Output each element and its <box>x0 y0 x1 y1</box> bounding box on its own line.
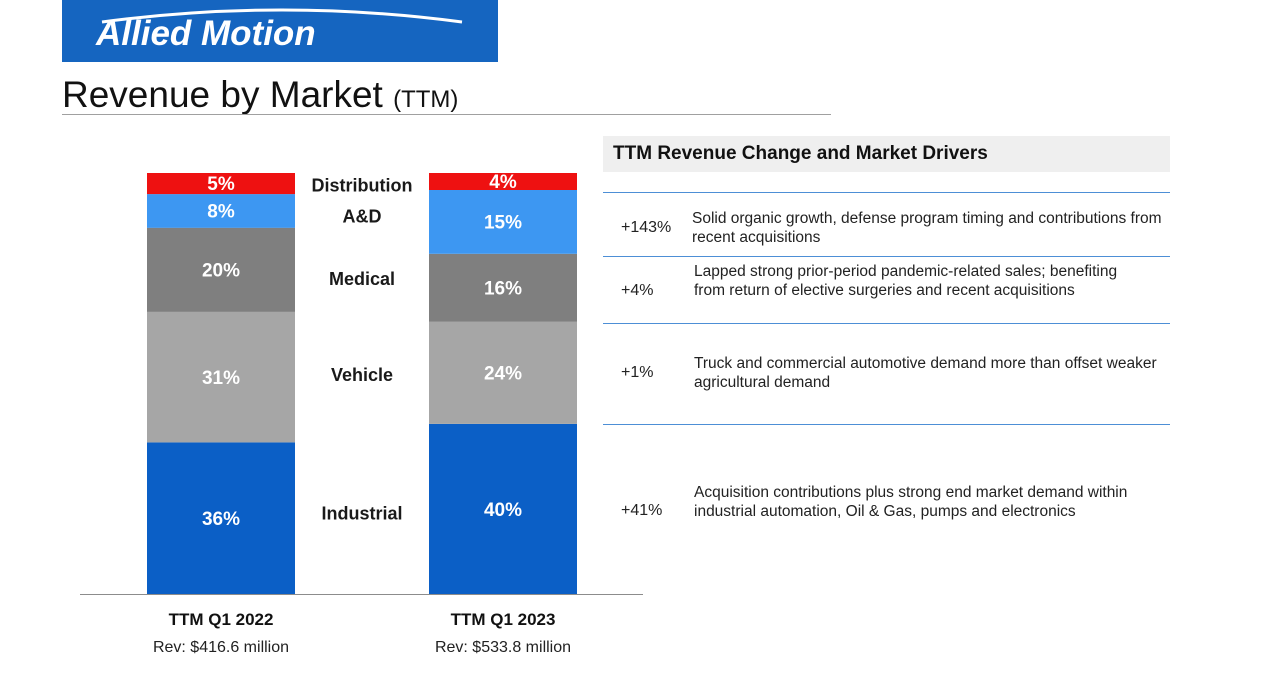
bar-segment-vehicle-2 <box>429 321 577 424</box>
data-label-vehicle-2: 24% <box>484 364 522 385</box>
bar-segment-a-d-2 <box>429 190 577 254</box>
data-label-a-d-2: 15% <box>484 213 522 234</box>
page-title-suffix: (TTM) <box>393 86 459 113</box>
page-title: Revenue by Market (TTM) <box>62 74 458 116</box>
category-revenue-1: Rev: $416.6 million <box>153 639 289 656</box>
bar-segment-medical-1 <box>147 227 295 312</box>
row-divider <box>603 323 1170 324</box>
legend-label-a-d: A&D <box>343 206 382 226</box>
legend-label-vehicle: Vehicle <box>331 365 393 385</box>
bar-segment-distribution-1 <box>147 173 295 195</box>
drivers-panel-header: TTM Revenue Change and Market Drivers <box>603 136 1170 172</box>
page-title-main: Revenue by Market <box>62 74 383 115</box>
change-value-ad: +143% <box>621 219 672 236</box>
logo-swoosh-icon <box>101 8 463 24</box>
bar-segment-industrial-2 <box>429 423 577 594</box>
driver-text-ad: Solid organic growth, defense program ti… <box>692 210 1162 246</box>
bar-segment-vehicle-1 <box>147 311 295 443</box>
drivers-panel-title: TTM Revenue Change and Market Drivers <box>613 143 988 164</box>
title-divider <box>62 114 831 115</box>
bar-segment-industrial-1 <box>147 442 295 594</box>
legend-label-medical: Medical <box>329 269 395 289</box>
driver-text-vehicle: Truck and commercial automotive demand m… <box>694 355 1157 391</box>
company-logo: Allied Motion <box>96 14 316 53</box>
driver-text-medical: Lapped strong prior-period pandemic-rela… <box>694 263 1118 299</box>
change-value-industrial: +41% <box>621 502 663 519</box>
data-label-vehicle-1: 31% <box>202 368 240 389</box>
bar-segment-a-d-1 <box>147 194 295 228</box>
data-label-medical-1: 20% <box>202 261 240 282</box>
data-label-distribution-1: 5% <box>207 174 235 195</box>
change-value-medical: +4% <box>621 282 654 299</box>
change-value-vehicle: +1% <box>621 364 654 381</box>
bar-segment-medical-2 <box>429 253 577 322</box>
data-label-industrial-2: 40% <box>484 500 522 521</box>
data-label-medical-2: 16% <box>484 279 522 300</box>
data-label-a-d-1: 8% <box>207 202 235 223</box>
row-divider <box>603 256 1170 257</box>
data-label-industrial-1: 36% <box>202 509 240 530</box>
legend-label-industrial: Industrial <box>321 504 402 524</box>
row-divider <box>603 424 1170 425</box>
category-label-2: TTM Q1 2023 <box>451 610 556 629</box>
category-label-1: TTM Q1 2022 <box>169 610 274 629</box>
stacked-bar-chart: 36% 31% 20% 8% 5% TTM Q1 2022 Rev: $416.6 mill… <box>80 172 643 656</box>
category-revenue-2: Rev: $533.8 million <box>435 639 571 656</box>
bar-segment-distribution-2 <box>429 173 577 190</box>
row-divider <box>603 192 1170 193</box>
driver-text-industrial: Acquisition contributions plus strong en… <box>694 484 1128 520</box>
legend-label-distribution: Distribution <box>312 176 413 196</box>
data-label-distribution-2: 4% <box>489 172 517 193</box>
